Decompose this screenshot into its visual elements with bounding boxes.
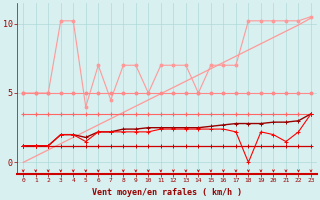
X-axis label: Vent moyen/en rafales ( km/h ): Vent moyen/en rafales ( km/h ) [92, 188, 242, 197]
